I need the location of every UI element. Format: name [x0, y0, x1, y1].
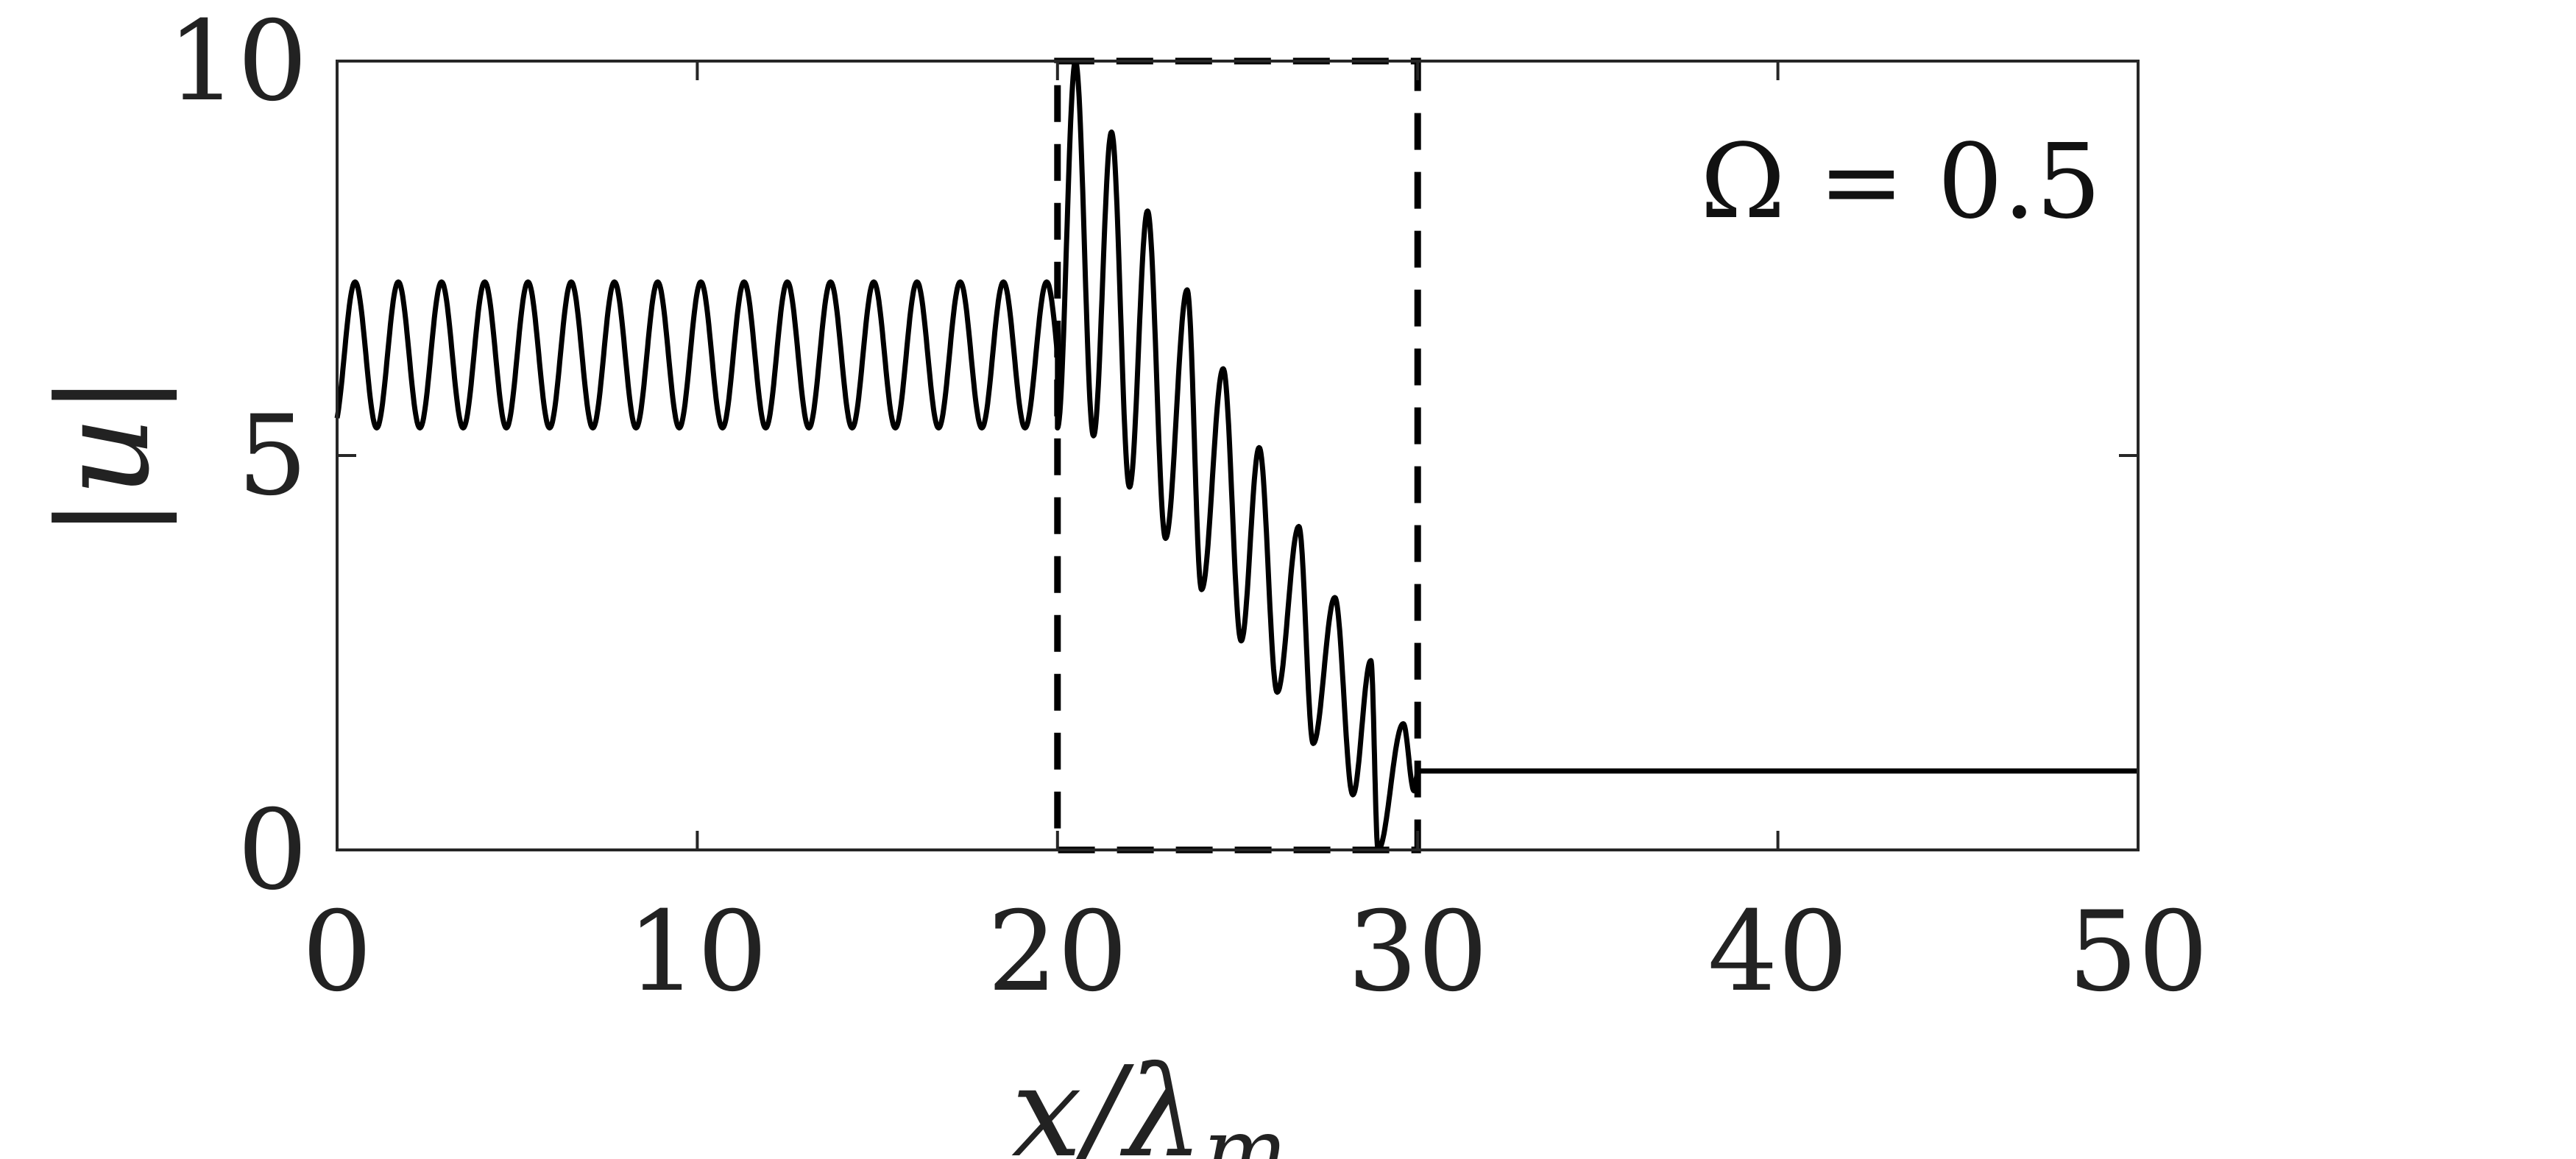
labels: 0 10 20 30 40 50 0 5 10 x/λm |u| Ω = 0.5	[32, 0, 2208, 1159]
x-tick-label: 10	[627, 888, 768, 1016]
x-axis-label: x/λm	[1011, 1040, 1287, 1159]
omega-annotation: Ω = 0.5	[1700, 122, 2101, 242]
y-tick-label: 5	[238, 392, 308, 520]
x-tick-label: 0	[302, 888, 372, 1016]
y-tick-label: 10	[167, 0, 308, 126]
x-tick-label: 30	[1348, 888, 1488, 1016]
x-tick-label: 40	[1708, 888, 1848, 1016]
series-line	[334, 58, 2138, 853]
x-tick-label: 50	[2068, 888, 2209, 1016]
y-tick-label: 0	[238, 787, 308, 915]
y-axis-label: |u|	[32, 374, 177, 539]
axes	[336, 60, 2140, 851]
x-tick-label: 20	[987, 888, 1128, 1016]
